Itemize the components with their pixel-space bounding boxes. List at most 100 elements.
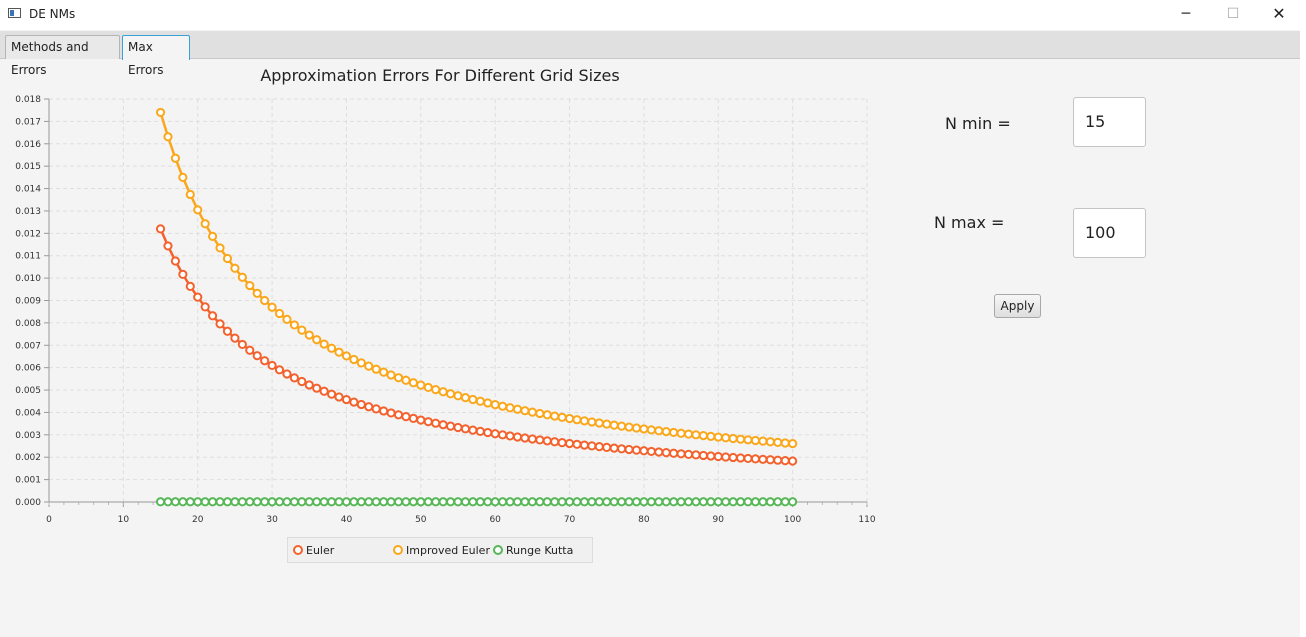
data-point-improved-euler: [252, 288, 262, 298]
data-point-euler: [222, 326, 233, 336]
data-point-improved-euler: [371, 364, 381, 374]
close-icon[interactable]: ✕: [1272, 4, 1286, 23]
data-point-runge-kutta: [349, 497, 359, 507]
data-point-euler: [498, 430, 508, 440]
data-point-improved-euler: [208, 231, 218, 241]
data-point-improved-euler: [326, 343, 337, 353]
data-point-runge-kutta: [631, 497, 642, 507]
nmin-input[interactable]: 15: [1073, 97, 1146, 147]
data-point-improved-euler: [661, 426, 671, 437]
data-point-euler: [617, 444, 627, 454]
data-point-runge-kutta: [326, 497, 337, 507]
x-tick-label: 60: [489, 515, 501, 525]
y-tick-label: 0.000: [15, 498, 41, 508]
data-point-euler: [326, 389, 337, 399]
data-point-improved-euler: [624, 422, 634, 432]
data-point-euler: [393, 410, 404, 420]
data-point-runge-kutta: [698, 497, 709, 507]
data-point-improved-euler: [282, 314, 292, 324]
data-point-runge-kutta: [468, 497, 478, 507]
tab-max-errors[interactable]: Max Errors: [122, 35, 190, 77]
data-point-runge-kutta: [297, 497, 307, 507]
data-point-runge-kutta: [669, 497, 679, 507]
data-point-improved-euler: [245, 280, 255, 291]
data-point-runge-kutta: [364, 497, 374, 507]
data-point-euler: [185, 281, 195, 291]
data-point-runge-kutta: [594, 497, 604, 507]
data-point-improved-euler: [304, 330, 314, 340]
y-tick-label: 0.004: [15, 408, 41, 418]
y-tick-label: 0.006: [15, 364, 41, 374]
legend-label-euler: Euler: [306, 544, 335, 557]
data-point-improved-euler: [557, 412, 567, 422]
data-point-improved-euler: [163, 132, 173, 142]
legend-label-runge-kutta: Runge Kutta: [506, 544, 574, 557]
data-point-runge-kutta: [609, 497, 619, 507]
apply-button[interactable]: Apply: [994, 294, 1041, 318]
data-point-improved-euler: [193, 205, 203, 215]
data-point-euler: [691, 450, 701, 460]
data-point-improved-euler: [490, 400, 500, 410]
x-tick-label: 110: [858, 515, 875, 525]
data-point-runge-kutta: [713, 497, 723, 507]
data-point-euler: [654, 447, 664, 457]
window-title: DE NMs: [29, 7, 76, 21]
data-point-improved-euler: [639, 424, 649, 434]
y-tick-label: 0.009: [15, 297, 41, 307]
data-point-runge-kutta: [170, 497, 181, 507]
data-point-improved-euler: [319, 339, 329, 349]
nmax-input[interactable]: 100: [1073, 208, 1146, 258]
data-point-improved-euler: [669, 427, 679, 438]
data-point-runge-kutta: [155, 497, 166, 507]
data-point-runge-kutta: [706, 497, 716, 507]
data-point-improved-euler: [535, 408, 545, 419]
data-point-runge-kutta: [208, 497, 218, 507]
data-point-euler: [312, 383, 322, 393]
data-point-improved-euler: [594, 418, 604, 428]
data-point-runge-kutta: [475, 497, 485, 507]
data-point-euler: [490, 429, 500, 439]
data-point-runge-kutta: [178, 497, 188, 507]
data-point-runge-kutta: [334, 497, 344, 507]
y-tick-label: 0.018: [15, 95, 41, 105]
window-edge: [1300, 30, 1306, 637]
data-point-improved-euler: [356, 358, 366, 368]
data-point-improved-euler: [475, 396, 485, 406]
data-point-runge-kutta: [542, 497, 552, 507]
data-point-improved-euler: [691, 430, 701, 440]
data-point-improved-euler: [185, 189, 195, 200]
data-point-runge-kutta: [237, 497, 247, 507]
data-point-runge-kutta: [535, 497, 545, 507]
data-point-euler: [319, 386, 329, 396]
data-point-improved-euler: [416, 380, 426, 390]
app-window-icon: [8, 8, 21, 18]
x-tick-label: 80: [638, 515, 650, 525]
data-point-euler: [669, 448, 679, 458]
data-point-runge-kutta: [505, 497, 515, 507]
data-point-runge-kutta: [341, 497, 352, 507]
data-point-euler: [304, 380, 314, 390]
data-point-euler: [193, 292, 203, 302]
data-point-euler: [260, 356, 270, 366]
data-point-runge-kutta: [282, 497, 292, 507]
data-point-improved-euler: [765, 437, 775, 447]
data-point-euler: [155, 224, 166, 234]
data-point-runge-kutta: [750, 497, 761, 507]
data-point-runge-kutta: [445, 497, 456, 507]
data-point-runge-kutta: [683, 497, 694, 507]
data-point-euler: [401, 412, 411, 422]
data-point-improved-euler: [215, 243, 225, 253]
data-point-improved-euler: [260, 295, 270, 306]
data-point-euler: [200, 302, 210, 312]
data-point-euler: [408, 413, 418, 423]
tab-methods-and-errors[interactable]: Methods and Errors: [5, 35, 120, 77]
minimize-icon[interactable]: ─: [1181, 6, 1191, 22]
data-point-euler: [676, 449, 686, 459]
data-point-runge-kutta: [431, 497, 441, 507]
data-point-improved-euler: [408, 378, 418, 388]
data-point-runge-kutta: [408, 497, 418, 507]
data-point-runge-kutta: [602, 497, 612, 507]
maximize-icon[interactable]: ☐: [1226, 6, 1240, 22]
data-point-improved-euler: [676, 428, 686, 438]
data-point-runge-kutta: [780, 497, 790, 507]
